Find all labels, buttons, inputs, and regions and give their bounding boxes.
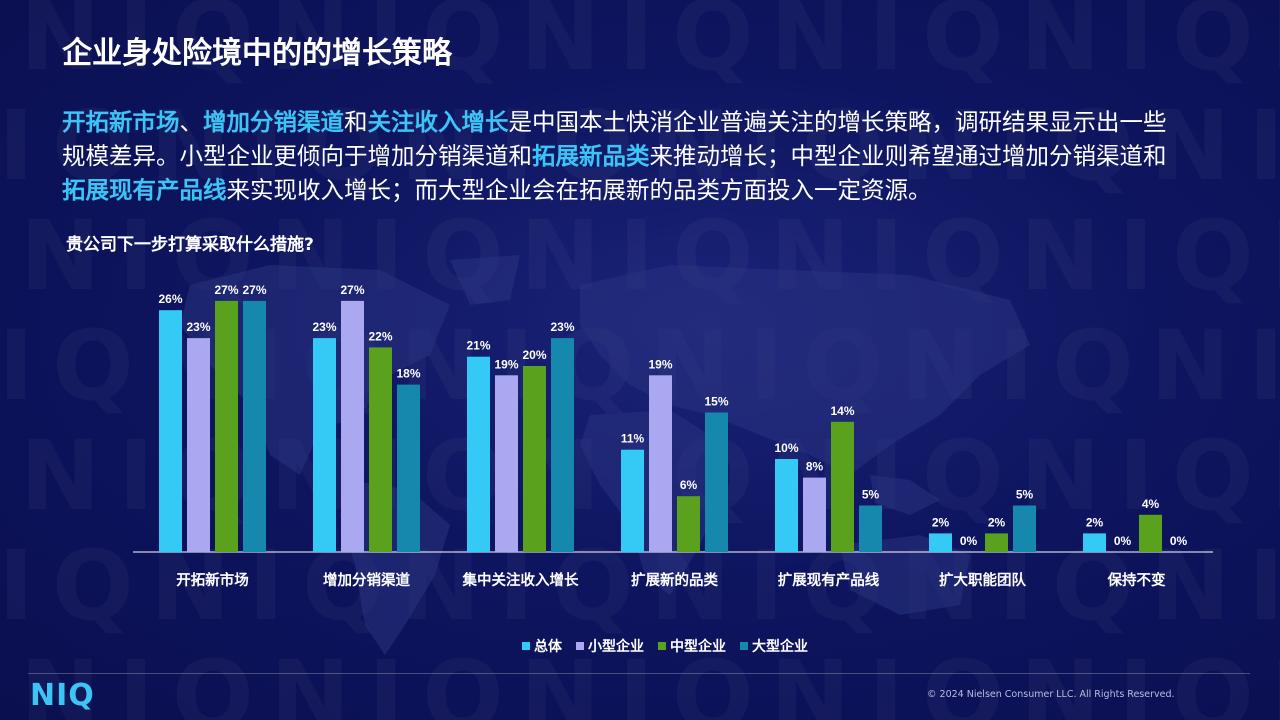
bar-3-1 — [649, 375, 672, 552]
data-label: 10% — [774, 441, 798, 455]
data-label: 0% — [1114, 534, 1132, 548]
category-label: 保持不变 — [1107, 571, 1166, 589]
legend-swatch — [522, 642, 530, 650]
category-label: 扩大职能团队 — [939, 571, 1026, 589]
data-label: 14% — [830, 404, 854, 418]
bar-6-2 — [1139, 514, 1162, 552]
highlight-new-category: 拓展新品类 — [532, 142, 650, 170]
bar-4-3 — [859, 505, 882, 552]
bar-1-1 — [341, 300, 364, 552]
bar-6-0 — [1083, 533, 1106, 552]
highlight-new-market: 开拓新市场 — [62, 108, 180, 136]
legend-label: 小型企业 — [588, 639, 644, 655]
bar-1-2 — [369, 347, 392, 552]
bar-2-3 — [551, 338, 574, 552]
legend-label: 中型企业 — [670, 639, 726, 655]
bar-2-0 — [467, 356, 490, 552]
data-label: 19% — [648, 357, 672, 371]
data-label: 0% — [960, 534, 978, 548]
bar-5-2 — [985, 533, 1008, 552]
bar-0-1 — [187, 338, 210, 552]
bar-0-2 — [215, 300, 238, 552]
intro-paragraph: 开拓新市场、增加分销渠道和关注收入增长是中国本土快消企业普遍关注的增长策略，调研… — [62, 105, 1172, 207]
data-label: 26% — [158, 292, 182, 306]
data-label: 5% — [862, 488, 880, 502]
category-label: 扩展现有产品线 — [778, 571, 880, 589]
category-label: 扩展新的品类 — [631, 571, 718, 589]
data-label: 2% — [988, 515, 1006, 529]
data-label: 27% — [340, 283, 364, 297]
bar-5-0 — [929, 533, 952, 552]
chart-question: 贵公司下一步打算采取什么措施? — [66, 235, 314, 255]
bar-3-0 — [621, 449, 644, 552]
data-label: 11% — [621, 432, 645, 446]
bar-4-2 — [831, 421, 854, 552]
data-label: 6% — [680, 478, 698, 492]
data-label: 8% — [806, 460, 824, 474]
highlight-distribution: 增加分销渠道 — [203, 108, 344, 136]
category-label: 增加分销渠道 — [323, 571, 410, 589]
data-label: 23% — [186, 320, 210, 334]
bar-3-2 — [677, 496, 700, 552]
intro-text-5: 来实现收入增长；而大型企业会在拓展新的品类方面投入一定资源。 — [226, 176, 932, 204]
bar-3-3 — [705, 412, 728, 552]
data-label: 27% — [214, 283, 238, 297]
data-label: 15% — [704, 395, 728, 409]
bar-1-3 — [397, 384, 420, 552]
legend-swatch — [740, 642, 748, 650]
intro-text-3: 是中国本土快消企业普遍关注的增长策略，调研结果显示出一些规模差异。小型企业更倾向… — [62, 108, 1167, 170]
highlight-product-line: 拓展现有产品线 — [62, 176, 227, 204]
legend-item: 总体 — [522, 636, 562, 656]
intro-text-2: 和 — [344, 108, 368, 136]
data-label: 2% — [1086, 515, 1104, 529]
data-label: 23% — [312, 320, 336, 334]
legend-swatch — [576, 642, 584, 650]
slide-title: 企业身处险境中的的增长策略 — [62, 36, 452, 71]
data-label: 20% — [522, 348, 546, 362]
chart-legend: 总体 小型企业 中型企业 大型企业 — [522, 636, 808, 656]
bar-2-2 — [523, 366, 546, 552]
copyright-text: © 2024 Nielsen Consumer LLC. All Rights … — [927, 689, 1175, 700]
data-label: 27% — [242, 283, 266, 297]
niq-logo: NIQ — [30, 678, 95, 713]
bar-5-3 — [1013, 505, 1036, 552]
intro-text-4: 来推动增长；中型企业则希望通过增加分销渠道和 — [649, 142, 1167, 170]
footer-divider — [28, 673, 1250, 674]
bar-4-1 — [803, 477, 826, 552]
legend-item: 中型企业 — [658, 636, 726, 656]
data-label: 4% — [1142, 497, 1160, 511]
data-label: 23% — [550, 320, 574, 334]
data-label: 5% — [1016, 488, 1034, 502]
data-label: 21% — [466, 339, 490, 353]
legend-label: 大型企业 — [752, 639, 808, 655]
data-label: 0% — [1170, 534, 1188, 548]
bar-4-0 — [775, 459, 798, 552]
bar-0-3 — [243, 300, 266, 552]
bar-2-1 — [495, 375, 518, 552]
data-label: 19% — [494, 357, 518, 371]
legend-item: 小型企业 — [576, 636, 644, 656]
data-label: 18% — [396, 367, 420, 381]
legend-swatch — [658, 642, 666, 650]
data-label: 22% — [368, 329, 392, 343]
data-label: 2% — [932, 515, 950, 529]
intro-text-1: 、 — [179, 108, 204, 136]
category-label: 集中关注收入增长 — [462, 571, 579, 589]
highlight-revenue-growth: 关注收入增长 — [367, 108, 509, 136]
bar-1-0 — [313, 338, 336, 552]
bar-0-0 — [159, 310, 182, 552]
category-label: 开拓新市场 — [176, 571, 249, 589]
legend-item: 大型企业 — [740, 636, 808, 656]
legend-label: 总体 — [534, 639, 562, 655]
